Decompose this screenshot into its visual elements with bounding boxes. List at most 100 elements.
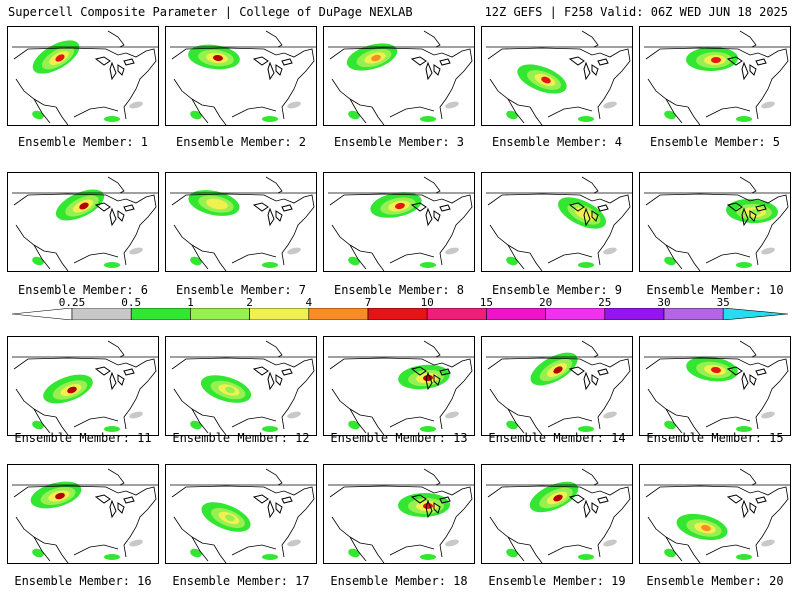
ensemble-member-label: Ensemble Member: 15	[646, 431, 784, 445]
basemap-outline	[12, 176, 158, 271]
scp-field	[190, 502, 301, 560]
colorbar-segment	[190, 308, 250, 320]
ensemble-member-label: Ensemble Member: 2	[175, 135, 307, 149]
scp-field	[32, 374, 143, 432]
scp-field	[190, 375, 301, 432]
ensemble-member-map	[323, 172, 475, 272]
ensemble-member-map	[7, 464, 159, 564]
scp-field	[506, 481, 617, 560]
ensemble-member-label: Ensemble Member: 16	[14, 574, 152, 588]
ensemble-member-map	[639, 26, 791, 126]
colorbar-segment	[130, 308, 191, 320]
ensemble-member-label: Ensemble Member: 1	[17, 135, 149, 149]
colorbar-tick-label: 10	[420, 296, 434, 309]
basemap-outline	[486, 340, 632, 435]
basemap-outline	[486, 30, 632, 125]
colorbar-segment	[722, 308, 788, 320]
colorbar-segment	[249, 308, 310, 320]
colorbar-tick-label: 15	[479, 296, 494, 309]
ensemble-member-map	[481, 336, 633, 436]
colorbar-segment	[663, 308, 724, 320]
basemap-outline	[170, 176, 316, 271]
basemap-outline	[12, 340, 158, 435]
colorbar-tick-label: 0.25	[58, 296, 86, 309]
scp-field	[664, 198, 778, 268]
colorbar-tick-label: 25	[598, 296, 612, 309]
basemap-outline	[486, 176, 632, 271]
colorbar-tick-label: 1	[187, 296, 194, 309]
basemap-outline	[170, 30, 316, 125]
ensemble-member-map	[165, 464, 317, 564]
scp-field	[664, 356, 775, 432]
colorbar-tick-label: 0.5	[121, 296, 142, 309]
colorbar-tick-label: 30	[657, 296, 671, 309]
scp-field	[188, 190, 301, 268]
ensemble-member-label: Ensemble Member: 12	[172, 431, 310, 445]
scp-field	[506, 352, 617, 432]
ensemble-member-map	[639, 464, 791, 564]
basemap-outline	[12, 30, 158, 125]
ensemble-member-label: Ensemble Member: 3	[333, 135, 465, 149]
ensemble-member-map	[165, 172, 317, 272]
ensemble-member-map	[639, 336, 791, 436]
ensemble-member-label: Ensemble Member: 9	[491, 283, 623, 297]
colorbar-segment	[604, 308, 665, 320]
ensemble-member-label: Ensemble Member: 10	[646, 283, 784, 297]
ensemble-member-map	[165, 336, 317, 436]
ensemble-member-label: Ensemble Member: 11	[14, 431, 152, 445]
scp-field	[348, 492, 459, 560]
basemap-outline	[644, 468, 790, 563]
basemap-outline	[170, 340, 316, 435]
ensemble-member-label: Ensemble Member: 19	[488, 574, 626, 588]
ensemble-member-map	[7, 336, 159, 436]
ensemble-member-label: Ensemble Member: 13	[330, 431, 468, 445]
basemap-outline	[644, 176, 790, 271]
ensemble-member-map	[7, 26, 159, 126]
ensemble-member-map	[323, 464, 475, 564]
ensemble-member-label: Ensemble Member: 5	[649, 135, 781, 149]
scp-field	[32, 40, 143, 122]
colorbar-tick-label: 35	[716, 296, 730, 309]
scp-field	[348, 192, 459, 268]
basemap-outline	[328, 468, 474, 563]
colorbar-segment	[367, 308, 428, 320]
ensemble-member-label: Ensemble Member: 14	[488, 431, 626, 445]
ensemble-member-map	[481, 464, 633, 564]
scp-field	[664, 46, 775, 122]
scp-field	[346, 43, 459, 122]
colorbar-segment	[71, 308, 132, 320]
ensemble-member-map	[165, 26, 317, 126]
basemap-outline	[328, 340, 474, 435]
basemap-outline	[486, 468, 632, 563]
ensemble-member-map	[481, 26, 633, 126]
ensemble-member-map	[481, 172, 633, 272]
colorbar-segment	[486, 308, 546, 320]
scp-field	[664, 513, 775, 560]
colorbar-low-arrow	[12, 308, 73, 320]
basemap-outline	[644, 30, 790, 125]
ensemble-member-label: Ensemble Member: 20	[646, 574, 784, 588]
ensemble-member-label: Ensemble Member: 17	[172, 574, 310, 588]
map-title: Supercell Composite Parameter | College …	[8, 5, 413, 19]
colorbar-tick-label: 2	[246, 296, 253, 309]
scp-field	[30, 481, 143, 560]
ensemble-member-label: Ensemble Member: 6	[17, 283, 149, 297]
colorbar-segment	[545, 308, 606, 320]
ensemble-member-label: Ensemble Member: 7	[175, 283, 307, 297]
colorbar	[12, 308, 788, 320]
ensemble-member-label: Ensemble Member: 18	[330, 574, 468, 588]
basemap-outline	[644, 340, 790, 435]
basemap-outline	[170, 468, 316, 563]
colorbar-segment	[308, 308, 369, 320]
basemap-outline	[12, 468, 158, 563]
colorbar-tick-label: 7	[364, 296, 372, 309]
ensemble-member-label: Ensemble Member: 4	[491, 135, 623, 149]
basemap-outline	[328, 30, 474, 125]
scp-field	[188, 44, 301, 122]
basemap-outline	[328, 176, 474, 271]
colorbar-tick-label: 4	[305, 296, 313, 309]
scp-field	[348, 364, 459, 432]
ensemble-member-map	[7, 172, 159, 272]
model-run-valid-time: 12Z GEFS | F258 Valid: 06Z WED JUN 18 20…	[484, 5, 788, 19]
colorbar-segment	[426, 308, 487, 320]
